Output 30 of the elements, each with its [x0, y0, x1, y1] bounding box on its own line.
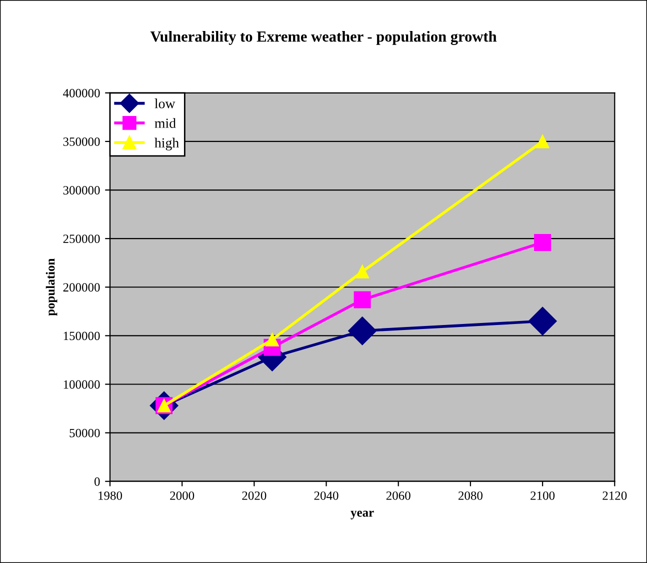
chart-title: Vulnerability to Exreme weather - population growth — [150, 30, 497, 45]
y-axis-title: population — [46, 258, 58, 316]
x-tick-label: 2040 — [314, 491, 338, 500]
x-tick-label: 1980 — [98, 491, 122, 500]
y-tick-label: 50000 — [70, 428, 100, 438]
point — [265, 332, 279, 346]
y-tick-label: 0 — [94, 477, 100, 486]
x-axis-title: year — [350, 510, 374, 520]
y-tick-label: 250000 — [63, 234, 100, 244]
x-tick-label: 2100 — [530, 491, 555, 500]
y-tick-label: 200000 — [63, 283, 100, 292]
y-tick-label: 150000 — [64, 332, 100, 340]
legend-label: mid — [154, 118, 176, 128]
x-tick-label: 2000 — [170, 491, 194, 500]
point — [536, 134, 550, 148]
point — [534, 234, 552, 251]
legend-label: low — [154, 98, 176, 108]
point — [348, 316, 377, 346]
y-tick-label: 350000 — [63, 137, 100, 146]
x-tick-label: 2080 — [458, 491, 482, 500]
x-tick-label: 2060 — [386, 491, 410, 500]
y-tick-label: 100000 — [64, 380, 100, 389]
point — [528, 306, 557, 336]
y-tick-label: 400000 — [63, 88, 100, 98]
y-tick-label: 300000 — [63, 186, 100, 194]
x-tick-label: 2020 — [242, 491, 266, 500]
point — [356, 264, 370, 278]
legend-label: high — [154, 138, 179, 150]
point — [354, 291, 371, 308]
x-tick-label: 2120 — [602, 491, 627, 500]
